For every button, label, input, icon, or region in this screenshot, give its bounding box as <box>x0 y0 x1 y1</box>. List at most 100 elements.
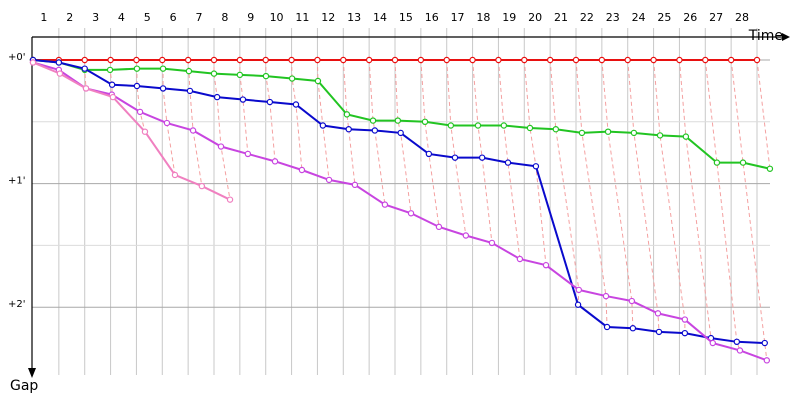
x-tick-label: 5 <box>144 11 151 24</box>
point <box>417 56 425 64</box>
x-tick-label: 18 <box>476 11 490 24</box>
x-axis-arrow <box>782 33 790 41</box>
point <box>213 93 221 101</box>
x-tick-label: 15 <box>399 11 413 24</box>
lap-link <box>446 59 467 236</box>
lap-link <box>549 59 580 305</box>
lap-link <box>368 59 386 205</box>
lap-link <box>678 59 714 344</box>
y-axis-label: Gap <box>10 378 38 394</box>
point <box>727 56 735 64</box>
lap-link <box>756 59 771 169</box>
point <box>602 292 610 300</box>
x-tick-label: 14 <box>373 11 387 24</box>
point <box>106 66 114 74</box>
point <box>82 85 90 92</box>
series-line <box>32 61 231 201</box>
point <box>184 56 192 64</box>
x-tick-label: 10 <box>270 11 284 24</box>
point <box>394 117 402 124</box>
point <box>733 338 741 346</box>
point <box>292 101 300 108</box>
point <box>325 176 333 184</box>
lap-link <box>420 59 440 227</box>
point <box>159 65 167 72</box>
lap-link <box>601 59 634 329</box>
point <box>624 56 631 64</box>
point <box>495 56 502 64</box>
point <box>574 301 582 308</box>
lap-link <box>291 59 303 171</box>
lap-link <box>239 60 249 154</box>
x-tick-label: 22 <box>580 11 594 24</box>
series-line <box>32 61 768 362</box>
point <box>391 56 399 64</box>
point <box>133 56 140 64</box>
point <box>682 133 690 140</box>
point <box>739 159 747 166</box>
point <box>761 339 768 347</box>
point <box>189 127 197 134</box>
lap-link <box>213 60 231 200</box>
point <box>266 98 274 106</box>
x-tick-label: 1 <box>40 11 47 24</box>
point <box>226 196 234 203</box>
point <box>210 70 218 77</box>
x-tick-label: 11 <box>295 11 309 24</box>
point <box>108 81 116 88</box>
lap-link <box>342 59 356 185</box>
point <box>532 163 540 170</box>
point <box>451 154 459 161</box>
x-tick-label: 19 <box>502 11 516 24</box>
point <box>462 232 470 239</box>
x-tick-label: 20 <box>528 11 542 24</box>
y-tick-label: +1' <box>8 176 26 187</box>
x-axis-label: Time <box>748 28 783 44</box>
point <box>141 128 149 135</box>
lap-link <box>187 59 203 187</box>
x-tick-label: 12 <box>321 11 335 24</box>
x-tick-label: 13 <box>347 11 361 24</box>
point <box>763 357 771 364</box>
point <box>136 108 144 116</box>
grid <box>32 28 770 375</box>
lap-link <box>265 59 276 162</box>
y-tick-label: +2' <box>8 299 26 310</box>
point <box>55 59 63 66</box>
point <box>546 56 554 64</box>
point <box>676 56 683 64</box>
x-tick-label: 8 <box>221 11 228 24</box>
point <box>425 150 433 158</box>
point <box>217 143 225 150</box>
point <box>369 117 377 124</box>
point <box>766 165 774 172</box>
x-tick-label: 6 <box>170 11 177 24</box>
x-tick-label: 21 <box>554 11 568 24</box>
point <box>81 65 88 72</box>
point <box>159 56 166 64</box>
point <box>271 158 279 165</box>
point <box>447 122 455 129</box>
point <box>656 132 664 139</box>
point <box>435 223 443 231</box>
lap-link <box>704 59 741 351</box>
series <box>29 56 774 364</box>
point <box>736 347 744 354</box>
point <box>681 329 689 337</box>
point <box>488 239 496 247</box>
point <box>298 166 306 174</box>
point <box>421 118 429 126</box>
point <box>713 159 721 166</box>
point <box>702 56 709 64</box>
point <box>81 56 88 64</box>
point <box>365 56 373 64</box>
point <box>236 56 244 64</box>
point <box>575 286 583 294</box>
point <box>186 87 194 95</box>
point <box>381 201 389 208</box>
y-tick-label: +0' <box>8 52 26 63</box>
x-tick-label: 24 <box>632 11 646 24</box>
point <box>578 129 586 137</box>
lap-links <box>32 59 771 361</box>
